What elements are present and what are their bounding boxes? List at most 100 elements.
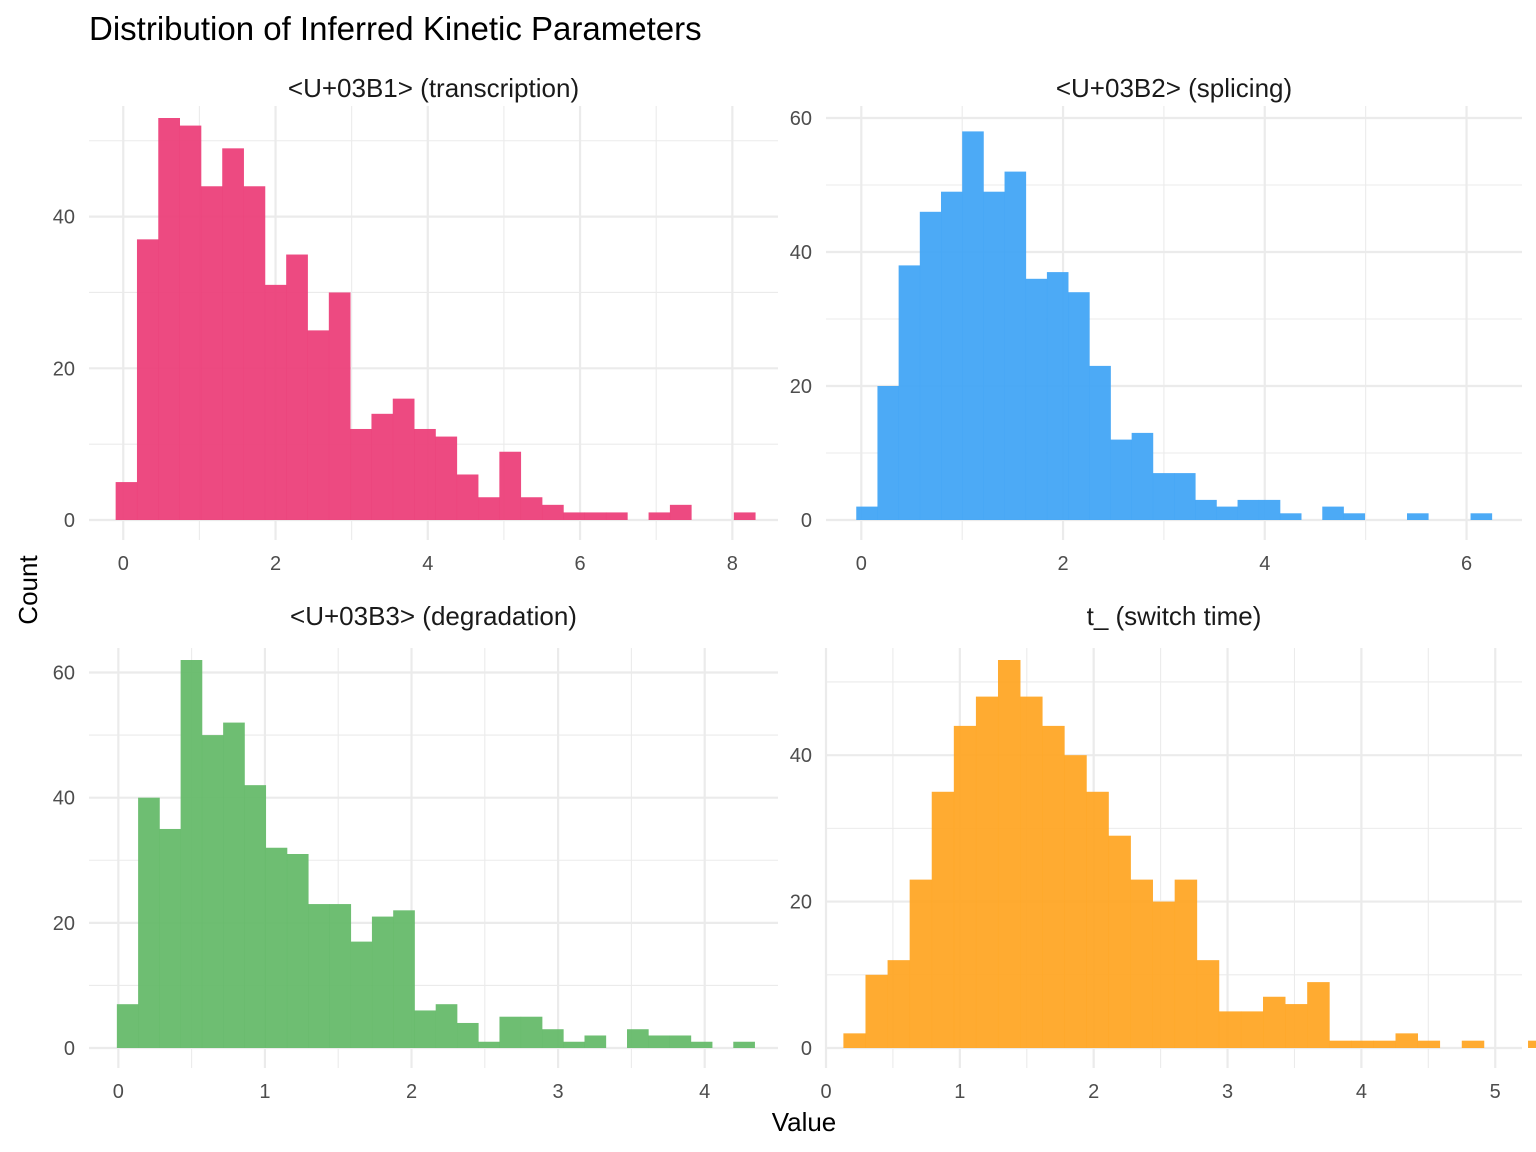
histogram-bar — [1240, 1011, 1264, 1048]
histogram-bar — [1089, 365, 1111, 520]
histogram-bar — [1417, 1040, 1441, 1048]
histogram-bar — [1152, 901, 1176, 1048]
y-tick-label: 0 — [801, 1038, 812, 1060]
histogram-bar — [222, 148, 244, 520]
histogram-bar — [1174, 473, 1196, 520]
histogram-bar — [1407, 513, 1429, 520]
x-tick-label: 4 — [1356, 1081, 1367, 1103]
x-tick-label: 2 — [1088, 1081, 1099, 1103]
histogram-bar — [1285, 1004, 1308, 1048]
histogram-bar — [392, 398, 415, 520]
histogram-bar — [1196, 960, 1220, 1048]
histogram-bar — [1108, 835, 1131, 1048]
y-tick-label: 20 — [790, 892, 812, 914]
histogram-bar — [244, 785, 267, 1048]
histogram-bar — [350, 428, 372, 520]
histogram-bar — [962, 131, 984, 520]
x-tick-label: 8 — [727, 553, 738, 575]
histogram-bar — [478, 497, 500, 520]
y-tick-label: 0 — [64, 1038, 75, 1060]
y-tick-label: 40 — [790, 745, 812, 767]
histogram-bar — [1279, 513, 1302, 520]
histogram-bar — [887, 960, 911, 1048]
y-tick-label: 0 — [801, 510, 812, 532]
chart-title: Distribution of Inferred Kinetic Paramet… — [89, 10, 702, 47]
x-tick-label: 0 — [820, 1081, 831, 1103]
histogram-bar — [584, 1035, 607, 1048]
histogram-bar — [1216, 506, 1238, 520]
histogram-bars — [116, 660, 755, 1048]
histogram-bar — [371, 916, 394, 1048]
y-axis-label: Count — [13, 555, 43, 625]
histogram-bar — [1237, 499, 1260, 520]
histogram-bar — [499, 1016, 522, 1048]
histogram-bar — [520, 1016, 543, 1048]
histogram-bar — [1046, 272, 1069, 520]
histogram-bar — [1263, 996, 1286, 1048]
histogram-bar — [1195, 499, 1217, 520]
histogram-bars — [856, 131, 1493, 521]
histogram-bar — [584, 512, 607, 520]
histogram-bar — [1343, 513, 1366, 520]
histogram-bar — [350, 941, 373, 1048]
histogram-bar — [648, 1035, 670, 1048]
histogram-bar — [1020, 696, 1043, 1048]
y-tick-label: 40 — [53, 788, 75, 810]
histogram-bar — [179, 125, 202, 521]
x-tick-label: 3 — [1222, 1081, 1233, 1103]
x-tick-label: 4 — [422, 553, 433, 575]
histogram-bar — [563, 512, 586, 520]
histogram-bar — [909, 879, 933, 1048]
histogram-bar — [865, 974, 888, 1048]
histogram-bar — [997, 660, 1021, 1048]
histogram-bar — [1307, 982, 1330, 1048]
histogram-bar — [414, 428, 436, 520]
histogram-bar — [669, 504, 692, 520]
histogram-bar — [1470, 513, 1493, 520]
histogram-bar — [1110, 439, 1133, 520]
histogram-bar — [1086, 791, 1109, 1048]
histogram-bar — [1025, 278, 1048, 520]
histogram-bar — [563, 1041, 585, 1048]
histogram-bars — [115, 118, 756, 521]
histogram-bar — [159, 828, 182, 1048]
histogram-bar — [856, 506, 878, 520]
histogram-bar — [414, 1010, 437, 1048]
histogram-bar — [286, 854, 309, 1048]
histogram-bar — [669, 1035, 692, 1048]
x-tick-label: 2 — [270, 553, 281, 575]
histogram-bar — [328, 292, 351, 520]
histogram-bar — [1258, 499, 1281, 520]
histogram-bar — [898, 265, 921, 520]
histogram-bar — [940, 191, 963, 520]
histogram-bar — [1042, 725, 1065, 1048]
histogram-bar — [733, 1041, 755, 1048]
y-tick-label: 60 — [790, 108, 812, 130]
histogram-bar — [158, 118, 180, 520]
histogram-bar — [307, 330, 330, 520]
histogram-bar — [605, 512, 628, 520]
x-tick-label: 1 — [259, 1081, 270, 1103]
y-tick-label: 40 — [53, 207, 75, 229]
histogram-bar — [116, 1004, 139, 1048]
x-tick-label: 4 — [699, 1081, 710, 1103]
histogram-bar — [478, 1041, 500, 1048]
x-tick-label: 1 — [954, 1081, 965, 1103]
histogram-bar — [115, 482, 138, 520]
histogram-bar — [308, 904, 330, 1048]
x-tick-label: 3 — [553, 1081, 564, 1103]
histogram-bar — [1351, 1040, 1374, 1048]
histogram-bar — [1322, 506, 1344, 520]
histogram-bar — [136, 239, 159, 520]
histogram-bar — [435, 1004, 458, 1048]
histogram-bar — [877, 386, 900, 520]
x-tick-label: 0 — [118, 553, 129, 575]
histogram-bar — [1131, 432, 1154, 520]
facet-title: <U+03B2> (splicing) — [1056, 73, 1292, 103]
x-tick-label: 6 — [574, 553, 585, 575]
x-tick-label: 0 — [113, 1081, 124, 1103]
x-axis-label: Value — [772, 1107, 837, 1137]
histogram-bar — [1329, 1040, 1352, 1048]
